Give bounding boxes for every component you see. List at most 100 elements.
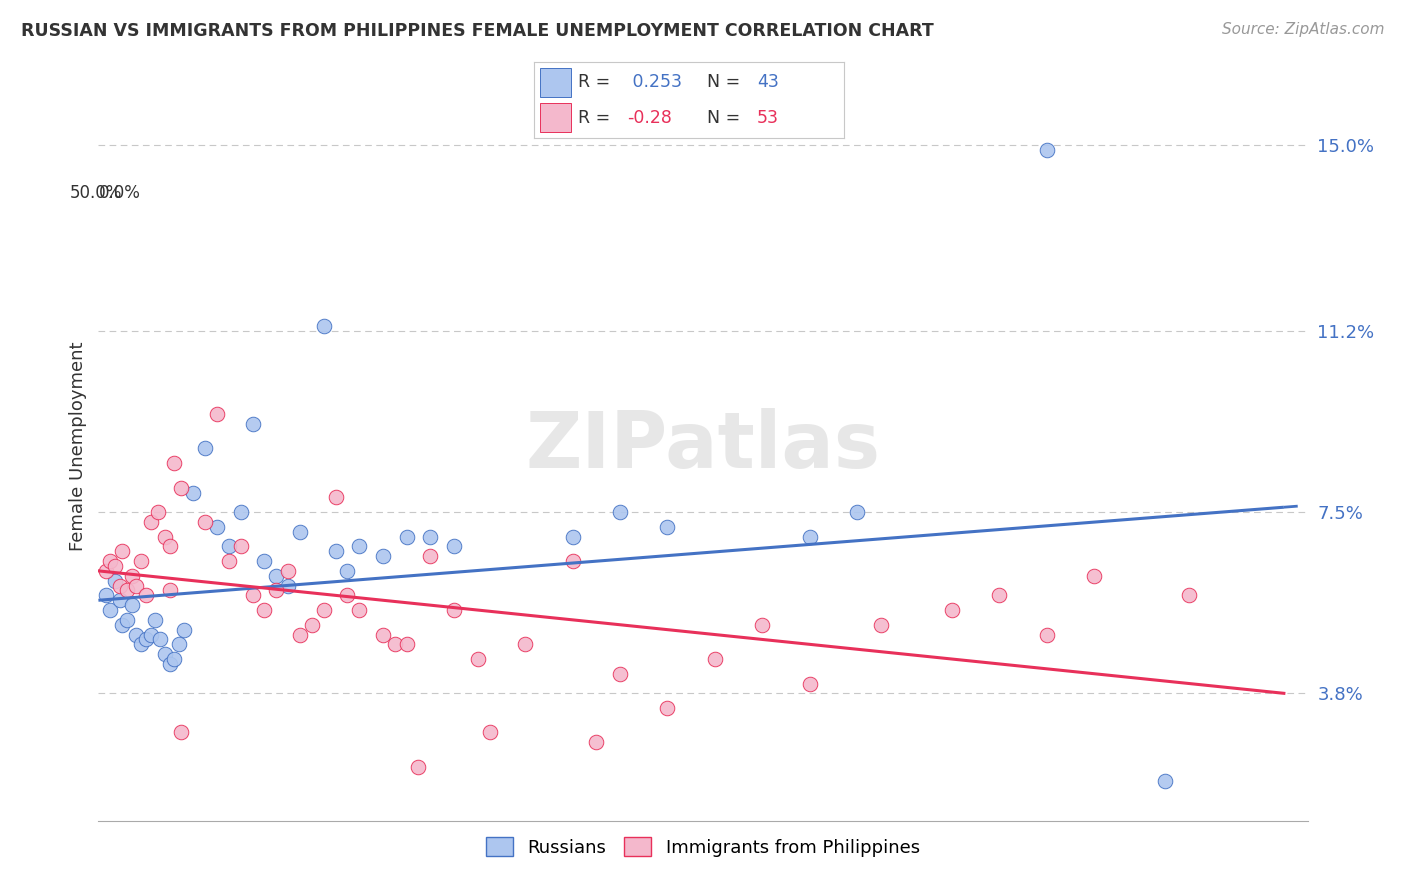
Text: 0.0%: 0.0%: [98, 184, 141, 202]
Point: [115, 613, 138, 627]
Point: [163, 456, 186, 470]
Point: [153, 530, 176, 544]
Point: [139, 515, 162, 529]
Point: [94, 588, 117, 602]
Point: [467, 652, 489, 666]
Point: [561, 530, 583, 544]
Point: [277, 578, 299, 592]
Point: [98, 554, 121, 568]
Text: Source: ZipAtlas.com: Source: ZipAtlas.com: [1222, 22, 1385, 37]
Point: [443, 603, 465, 617]
Point: [135, 588, 157, 602]
Point: [205, 407, 228, 421]
Point: [129, 637, 152, 651]
Point: [325, 491, 347, 505]
Bar: [540, 68, 571, 96]
Point: [163, 652, 186, 666]
Text: 0.253: 0.253: [627, 73, 682, 91]
Point: [384, 637, 406, 651]
Point: [336, 588, 359, 602]
Point: [194, 442, 217, 456]
Point: [609, 666, 631, 681]
Text: N =: N =: [707, 73, 747, 91]
Point: [585, 735, 607, 749]
Point: [218, 540, 240, 554]
Point: [408, 760, 430, 774]
Point: [846, 505, 869, 519]
Point: [104, 559, 127, 574]
Point: [657, 520, 679, 534]
Text: N =: N =: [707, 109, 747, 127]
Point: [443, 540, 465, 554]
Point: [869, 617, 891, 632]
Point: [121, 568, 143, 582]
Point: [143, 613, 166, 627]
Y-axis label: Female Unemployment: Female Unemployment: [69, 342, 87, 550]
Text: 50.0%: 50.0%: [70, 184, 122, 202]
Bar: [540, 103, 571, 132]
Point: [159, 657, 181, 671]
Point: [139, 627, 162, 641]
Point: [94, 564, 117, 578]
Point: [609, 505, 631, 519]
Point: [108, 578, 131, 592]
Point: [1154, 774, 1177, 789]
Text: ZIPatlas: ZIPatlas: [526, 408, 880, 484]
Point: [1083, 568, 1105, 582]
Point: [135, 632, 157, 647]
Text: R =: R =: [578, 73, 616, 91]
Point: [657, 701, 679, 715]
Point: [395, 637, 418, 651]
Point: [98, 603, 121, 617]
Point: [419, 549, 441, 564]
Text: 53: 53: [756, 109, 779, 127]
Point: [149, 632, 172, 647]
Point: [159, 540, 181, 554]
Point: [941, 603, 963, 617]
Point: [277, 564, 299, 578]
Point: [115, 583, 138, 598]
Point: [395, 530, 418, 544]
Point: [799, 676, 821, 690]
Point: [751, 617, 773, 632]
Point: [419, 530, 441, 544]
Point: [218, 554, 240, 568]
Legend: Russians, Immigrants from Philippines: Russians, Immigrants from Philippines: [478, 830, 928, 864]
Point: [325, 544, 347, 558]
Point: [371, 549, 394, 564]
Point: [167, 637, 190, 651]
Point: [264, 568, 287, 582]
Point: [229, 540, 252, 554]
Point: [988, 588, 1011, 602]
Point: [288, 524, 311, 539]
Point: [347, 603, 370, 617]
Point: [371, 627, 394, 641]
Text: R =: R =: [578, 109, 616, 127]
Point: [253, 554, 276, 568]
Point: [125, 578, 148, 592]
Point: [347, 540, 370, 554]
Point: [111, 617, 134, 632]
Point: [253, 603, 276, 617]
Point: [181, 485, 204, 500]
Point: [312, 318, 335, 333]
Point: [111, 544, 134, 558]
Point: [242, 417, 264, 431]
Point: [159, 583, 181, 598]
Point: [312, 603, 335, 617]
Point: [336, 564, 359, 578]
Point: [1036, 627, 1059, 641]
Point: [1178, 588, 1201, 602]
Point: [301, 617, 323, 632]
Point: [1036, 143, 1059, 157]
Point: [170, 481, 193, 495]
Point: [170, 725, 193, 739]
Point: [108, 593, 131, 607]
Point: [121, 598, 143, 612]
Point: [703, 652, 725, 666]
Point: [104, 574, 127, 588]
Point: [173, 623, 195, 637]
Point: [515, 637, 537, 651]
Text: -0.28: -0.28: [627, 109, 672, 127]
Point: [146, 505, 169, 519]
